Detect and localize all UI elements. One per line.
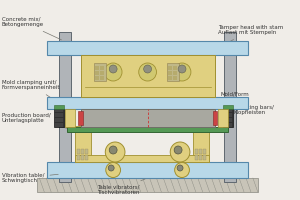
Circle shape	[105, 142, 125, 162]
Bar	[65, 109, 75, 127]
Bar	[195, 155, 198, 160]
Bar	[54, 109, 64, 127]
Bar	[100, 76, 104, 80]
Bar	[81, 109, 214, 127]
Circle shape	[173, 63, 191, 81]
Bar	[173, 71, 177, 75]
Circle shape	[109, 146, 117, 154]
Bar	[59, 32, 71, 182]
Bar	[100, 66, 104, 70]
Bar	[203, 155, 206, 160]
Text: Table vibrators/
Tischvibratoren: Table vibrators/ Tischvibratoren	[97, 179, 145, 195]
Bar	[224, 105, 233, 109]
Bar	[47, 41, 248, 55]
Bar	[54, 105, 64, 109]
Circle shape	[144, 65, 152, 73]
Text: Concrete mix/
Betongemenge: Concrete mix/ Betongemenge	[2, 17, 61, 40]
Bar	[224, 32, 236, 182]
Bar	[85, 149, 88, 154]
Bar	[81, 155, 84, 160]
Circle shape	[108, 165, 114, 171]
Bar	[173, 66, 177, 70]
Bar	[199, 155, 202, 160]
Bar	[78, 111, 83, 125]
Bar	[94, 63, 106, 81]
Bar	[81, 149, 84, 154]
Bar	[85, 155, 88, 160]
Bar	[203, 149, 206, 154]
Circle shape	[170, 142, 190, 162]
Bar	[168, 66, 172, 70]
Circle shape	[104, 63, 122, 81]
Bar	[77, 155, 80, 160]
Bar	[195, 149, 198, 154]
Bar	[75, 126, 91, 162]
Bar	[199, 149, 202, 154]
Text: Vibration table/
Schwingtisch: Vibration table/ Schwingtisch	[2, 173, 58, 183]
Bar	[193, 126, 208, 162]
Circle shape	[175, 162, 189, 178]
Bar	[95, 66, 99, 70]
Bar	[95, 76, 99, 80]
Bar	[224, 109, 233, 127]
Circle shape	[139, 63, 157, 81]
Text: Knocking bars/
Klopfleisten: Knocking bars/ Klopfleisten	[228, 105, 274, 120]
Text: Production board/
Unterlagsplatte: Production board/ Unterlagsplatte	[2, 113, 71, 129]
Bar	[173, 76, 177, 80]
Bar	[212, 111, 217, 125]
Bar	[218, 109, 228, 127]
Bar	[168, 71, 172, 75]
Text: Tamper head with stam
Auflast mit Stempeln: Tamper head with stam Auflast mit Stempe…	[213, 25, 284, 51]
Bar	[67, 127, 228, 132]
Bar	[47, 97, 248, 109]
Bar	[47, 162, 248, 178]
Bar	[77, 149, 80, 154]
Circle shape	[178, 65, 186, 73]
Text: Mold clamping unit/
Formverspanneinheit: Mold clamping unit/ Formverspanneinheit	[2, 80, 61, 101]
Text: Mold/Form: Mold/Form	[217, 92, 249, 103]
Circle shape	[174, 146, 182, 154]
Circle shape	[109, 65, 117, 73]
Bar	[100, 71, 104, 75]
Bar	[168, 76, 172, 80]
Circle shape	[177, 165, 183, 171]
Circle shape	[106, 162, 121, 178]
Bar	[38, 178, 258, 192]
Bar	[81, 55, 214, 97]
Bar	[167, 63, 179, 81]
Bar	[95, 71, 99, 75]
Bar	[75, 155, 208, 162]
